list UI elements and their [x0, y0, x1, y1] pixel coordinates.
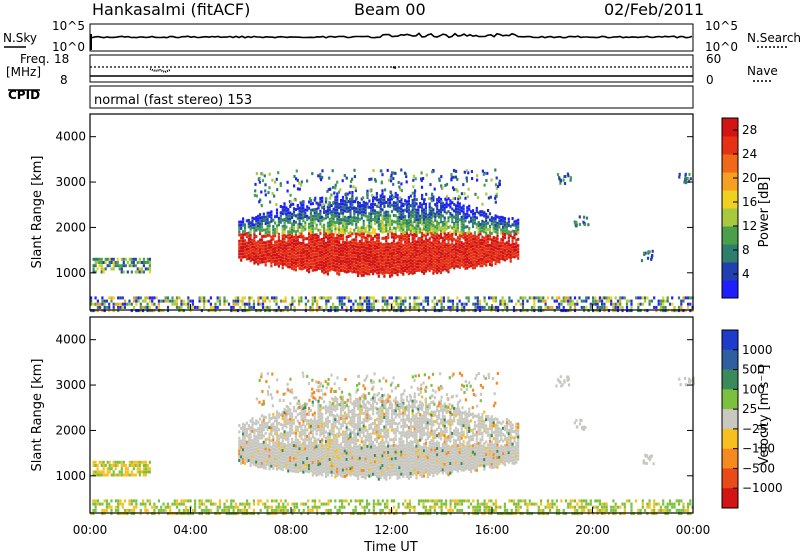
- colorbar-swatch: [722, 244, 738, 263]
- colorbar-tick-label: 24: [742, 147, 757, 161]
- freq-tick-bottom: 8: [60, 73, 68, 87]
- velocity-panel: 1000 2000 3000 4000 00:00 04:00 08:00 12:00 16:…: [30, 304, 710, 554]
- colorbar-swatch: [722, 226, 738, 245]
- colorbar-tick-label: −1000: [742, 481, 783, 495]
- colorbar-tick-label: 16: [742, 195, 757, 209]
- cpid-panel: CPID normal (fast stereo) 153: [8, 85, 694, 109]
- nsky-tick-bottom: 10^0: [52, 40, 85, 54]
- colorbar-tick-label: 500: [742, 363, 765, 377]
- nsky-label: N.Sky: [3, 31, 37, 45]
- cpid-label: CPID: [8, 88, 40, 102]
- nave-tick-top: 60: [706, 52, 721, 66]
- colorbar-tick-label: 25: [742, 402, 757, 416]
- ytick-label: 1000: [55, 266, 86, 280]
- colorbar-tick-label: 28: [742, 123, 757, 137]
- colorbar-swatch: [722, 488, 738, 509]
- nsky-panel: N.Sky 10^5 10^0 10^5 10^0 N.Search: [3, 19, 800, 54]
- nave-label: Nave: [747, 64, 778, 78]
- power-ylabel: Slant Range [km]: [30, 156, 45, 269]
- xtick-label: 04:00: [173, 523, 208, 537]
- colorbar-swatch: [722, 330, 738, 351]
- nsearch-label: N.Search: [747, 31, 800, 45]
- colorbar-tick-label: 100: [742, 382, 765, 396]
- nsky-trace: [91, 32, 693, 39]
- ytick-label: 2000: [55, 423, 86, 437]
- date-title: 02/Feb/2011: [604, 0, 704, 19]
- cpid-mode-text: normal (fast stereo) 153: [94, 93, 252, 108]
- xtick-label: 16:00: [475, 523, 510, 537]
- xtick-label: 20:00: [575, 523, 610, 537]
- freq-unit-label: [MHz]: [6, 65, 41, 79]
- ytick-label: 1000: [55, 469, 86, 483]
- colorbar-tick-label: −500: [742, 461, 775, 475]
- power-heatmap-cells: [90, 168, 694, 313]
- xtick-label: 08:00: [274, 523, 309, 537]
- colorbar-swatch: [722, 208, 738, 227]
- nave-tick-bottom: 0: [706, 73, 714, 87]
- velocity-ylabel: Slant Range [km]: [30, 359, 45, 472]
- power-colorbar-label: Power [dB]: [757, 177, 772, 248]
- colorbar-tick-label: 12: [742, 219, 757, 233]
- colorbar-swatch: [722, 190, 738, 209]
- colorbar-tick-label: 1000: [742, 343, 773, 357]
- colorbar-tick-label: −100: [742, 442, 775, 456]
- nsky-tick-top: 10^5: [52, 19, 85, 33]
- xtick-label: 00:00: [676, 523, 711, 537]
- power-panel: 1000 2000 3000 4000 Slant Range [km]: [30, 113, 694, 313]
- freq-label: Freq.: [20, 52, 50, 66]
- ytick-label: 3000: [55, 175, 86, 189]
- freq-panel: Freq. [MHz] 18 8 60 0 Nave: [6, 52, 778, 87]
- colorbar-tick-label: 8: [742, 243, 750, 257]
- colorbar-swatch: [722, 369, 738, 390]
- colorbar-swatch: [722, 349, 738, 371]
- colorbar-tick-label: 20: [742, 171, 757, 185]
- colorbar-swatch: [722, 154, 738, 173]
- time-xlabel: Time UT: [363, 540, 417, 554]
- velocity-colorbar-label: Velocity [m s⁻¹]: [757, 365, 772, 466]
- colorbar-swatch: [722, 428, 738, 450]
- colorbar-swatch: [722, 136, 738, 155]
- colorbar-swatch: [722, 118, 738, 137]
- station-title: Hankasalmi (fitACF): [92, 0, 250, 19]
- colorbar-swatch: [722, 389, 738, 410]
- colorbar-swatch: [722, 280, 738, 299]
- xtick-label: 00:00: [73, 523, 108, 537]
- power-colorbar: 4 8 12 16 20 24 28: [721, 117, 757, 299]
- ytick-label: 4000: [55, 333, 86, 347]
- colorbar-swatch: [722, 448, 738, 469]
- colorbar-swatch: [722, 262, 738, 281]
- velocity-colorbar: 1000 500 100 25 −25 −100 −500 −1000: [721, 329, 783, 509]
- nsearch-tick-top: 10^5: [705, 19, 738, 33]
- colorbar-swatch: [722, 409, 738, 430]
- colorbar-swatch: [722, 172, 738, 191]
- ytick-label: 3000: [55, 378, 86, 392]
- colorbar-tick-label: 4: [742, 267, 750, 281]
- colorbar-tick-label: −25: [742, 422, 767, 436]
- ytick-label: 4000: [55, 130, 86, 144]
- ytick-label: 2000: [55, 220, 86, 234]
- xtick-label: 12:00: [374, 523, 409, 537]
- beam-title: Beam 00: [354, 0, 426, 19]
- colorbar-swatch: [722, 468, 738, 489]
- nsearch-tick-bottom: 10^0: [705, 40, 738, 54]
- freq-tick-top: 18: [54, 52, 69, 66]
- velocity-heatmap-cells: [90, 371, 695, 516]
